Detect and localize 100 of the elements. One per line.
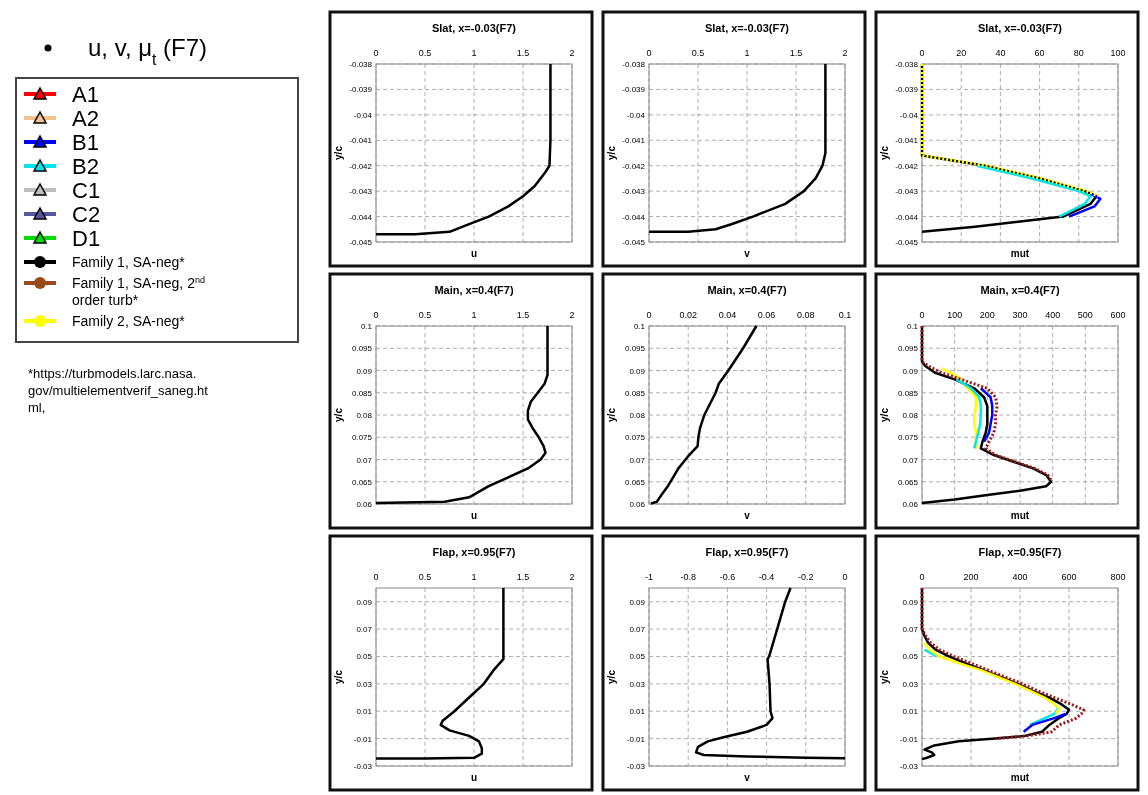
x-axis-title: v [744, 248, 751, 259]
x-tick-label: 1 [471, 572, 477, 582]
y-axis-title: y/c [333, 407, 344, 422]
legend-label: Family 2, SA-neg* [72, 313, 186, 330]
y-tick-label: 0.06 [356, 500, 373, 509]
x-tick-label: 100 [1110, 48, 1126, 58]
y-tick-label: -0.039 [895, 85, 919, 95]
y-tick-label: 0.085 [897, 388, 919, 398]
chart-title: Flap, x=0.95(F7) [978, 546, 1062, 558]
x-tick-label: 100 [947, 310, 963, 320]
y-tick-label: 0.075 [351, 433, 373, 443]
y-tick-label: 0.03 [356, 679, 373, 689]
x-tick-label: 2 [569, 48, 575, 58]
y-tick-label: 0.09 [629, 597, 646, 607]
x-tick-label: 0 [919, 310, 925, 320]
x-tick-label: 0.5 [418, 572, 432, 582]
y-tick-label: 0.01 [629, 707, 646, 717]
y-tick-label: 0.1 [360, 322, 373, 331]
y-tick-label: 0.1 [633, 322, 646, 331]
y-tick-label: -0.04 [626, 110, 646, 120]
y-tick-label: -0.042 [895, 161, 919, 171]
y-axis-title: y/c [606, 407, 617, 422]
y-tick-label: 0.05 [356, 652, 373, 662]
y-tick-label: -0.01 [353, 734, 373, 744]
chart-title: Slat, x=-0.03(F7) [977, 22, 1063, 34]
y-tick-label: 0.095 [624, 344, 646, 354]
y-tick-label: 0.065 [897, 477, 919, 487]
x-tick-label: 0.5 [691, 48, 705, 58]
y-axis-title: y/c [879, 407, 890, 422]
chart-title: Main, x=0.4(F7) [980, 284, 1060, 296]
y-tick-label: -0.039 [349, 85, 373, 95]
x-tick-label: 2 [842, 48, 848, 58]
x-tick-label: 0 [373, 310, 379, 320]
y-tick-label: -0.043 [622, 187, 646, 197]
y-tick-label: -0.045 [895, 238, 919, 247]
y-tick-label: -0.042 [622, 161, 646, 171]
chart-title: Flap, x=0.95(F7) [705, 546, 789, 558]
x-tick-label: -0.4 [758, 572, 775, 582]
y-tick-label: 0.065 [624, 477, 646, 487]
x-tick-label: -0.6 [719, 572, 736, 582]
x-tick-label: 0.06 [757, 310, 776, 320]
x-tick-label: 0.02 [679, 310, 697, 320]
x-axis-title: u [470, 510, 478, 521]
x-tick-label: -0.2 [798, 572, 814, 582]
line-series [955, 378, 983, 450]
x-axis-title: v [744, 510, 751, 521]
legend-label: B2 [72, 153, 99, 179]
y-tick-label: 0.01 [902, 707, 919, 717]
line-series [374, 586, 505, 760]
y-tick-label: 0.07 [902, 455, 919, 465]
legend-label: C1 [72, 177, 101, 203]
legend-label: A2 [72, 105, 99, 131]
y-tick-label: -0.038 [622, 60, 646, 69]
x-tick-label: 40 [995, 48, 1006, 58]
y-tick-label: 0.06 [629, 500, 646, 509]
x-tick-label: 1.5 [516, 572, 530, 582]
line-series [923, 641, 1061, 716]
y-tick-label: 0.06 [902, 500, 919, 509]
y-tick-label: 0.065 [351, 477, 373, 487]
x-tick-label: 1 [744, 48, 750, 58]
y-tick-label: -0.044 [895, 212, 919, 222]
x-axis-title: mut [1010, 248, 1030, 259]
y-tick-label: 0.095 [897, 344, 919, 354]
chart-title: Main, x=0.4(F7) [707, 284, 787, 296]
y-tick-label: -0.01 [899, 734, 919, 744]
x-tick-label: 0 [919, 572, 925, 582]
y-axis-title: y/c [606, 669, 617, 684]
x-tick-label: 0.5 [418, 48, 432, 58]
text: u, v, μ$_{t}$ (F7) [88, 34, 208, 68]
x-tick-label: 0.08 [797, 310, 815, 320]
x-tick-label: 80 [1073, 48, 1084, 58]
y-axis-title: y/c [333, 669, 344, 684]
x-tick-label: 600 [1061, 572, 1077, 582]
x-axis-title: mut [1010, 772, 1030, 783]
chart-title: Main, x=0.4(F7) [434, 284, 514, 296]
x-tick-label: 1.5 [516, 48, 530, 58]
y-tick-label: 0.1 [906, 322, 919, 331]
y-axis-title: y/c [879, 669, 890, 684]
x-axis-title: u [470, 248, 478, 259]
y-tick-label: 0.05 [902, 652, 919, 662]
y-axis-title: y/c [879, 145, 890, 160]
x-tick-label: 0 [919, 48, 925, 58]
legend-label: A1 [72, 81, 99, 107]
x-tick-label: 2 [569, 310, 575, 320]
y-tick-label: -0.045 [349, 238, 373, 247]
x-tick-label: -1 [644, 572, 654, 582]
line-series [975, 164, 1092, 218]
x-tick-label: 1.5 [516, 310, 530, 320]
line-series [1022, 712, 1067, 734]
y-axis-title: y/c [333, 145, 344, 160]
y-tick-label: 0.095 [351, 344, 373, 354]
x-tick-label: 0 [373, 48, 379, 58]
x-axis-title: v [744, 772, 751, 783]
x-tick-label: 0 [646, 48, 652, 58]
legend-label: D1 [72, 225, 101, 251]
x-tick-label: 1.5 [789, 48, 803, 58]
y-tick-label: -0.044 [622, 212, 646, 222]
x-tick-label: 500 [1077, 310, 1093, 320]
y-tick-label: -0.041 [622, 136, 646, 146]
y-tick-label: 0.07 [902, 625, 919, 635]
